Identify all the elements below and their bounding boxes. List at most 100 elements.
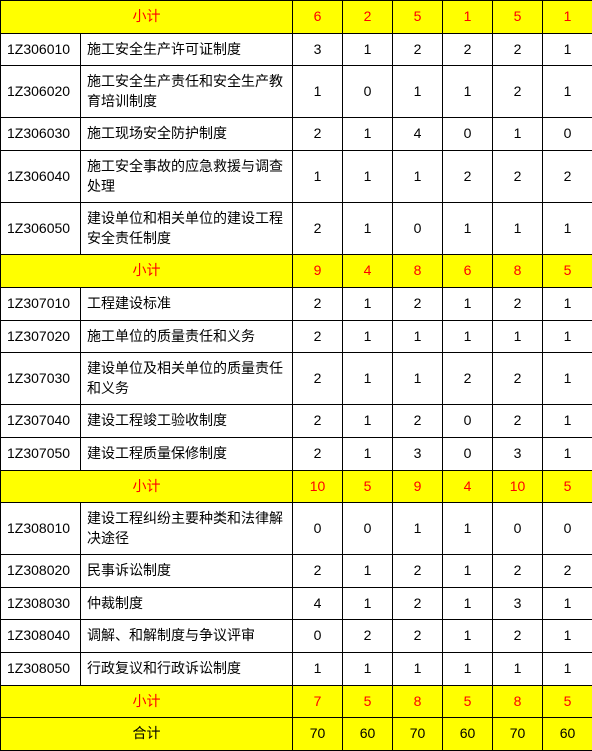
table-row: 1Z308030仲裁制度412131: [1, 587, 592, 620]
row-value: 2: [493, 555, 543, 588]
row-value: 2: [293, 320, 343, 353]
subtotal-value: 6: [443, 255, 493, 288]
subtotal-row: 小计10594105: [1, 470, 592, 503]
row-value: 1: [443, 653, 493, 686]
row-value: 0: [493, 503, 543, 555]
subtotal-value: 4: [443, 470, 493, 503]
row-value: 0: [393, 203, 443, 255]
row-name: 施工安全生产责任和安全生产教育培训制度: [81, 66, 293, 118]
grand-total-value: 70: [393, 718, 443, 751]
row-value: 4: [393, 118, 443, 151]
row-value: 1: [493, 203, 543, 255]
row-value: 1: [293, 66, 343, 118]
row-value: 2: [343, 620, 393, 653]
row-name: 施工单位的质量责任和义务: [81, 320, 293, 353]
row-value: 0: [443, 405, 493, 438]
row-value: 2: [443, 353, 493, 405]
row-code: 1Z307040: [1, 405, 81, 438]
subtotal-value: 10: [493, 470, 543, 503]
row-value: 2: [443, 150, 493, 202]
row-value: 1: [393, 503, 443, 555]
row-name: 行政复议和行政诉讼制度: [81, 653, 293, 686]
row-value: 0: [293, 503, 343, 555]
subtotal-row: 小计625151: [1, 1, 592, 34]
row-value: 2: [543, 150, 592, 202]
row-value: 3: [493, 587, 543, 620]
subtotal-value: 8: [493, 685, 543, 718]
row-value: 1: [443, 587, 493, 620]
grand-total-value: 60: [343, 718, 393, 751]
table-row: 1Z306010施工安全生产许可证制度312221: [1, 33, 592, 66]
row-value: 0: [343, 503, 393, 555]
subtotal-label: 小计: [1, 1, 293, 34]
subtotal-value: 5: [343, 470, 393, 503]
subtotal-value: 2: [343, 1, 393, 34]
row-name: 建设单位及相关单位的质量责任和义务: [81, 353, 293, 405]
row-value: 1: [543, 287, 592, 320]
row-value: 2: [393, 405, 443, 438]
row-value: 1: [543, 437, 592, 470]
row-value: 1: [343, 320, 393, 353]
row-value: 1: [543, 320, 592, 353]
row-value: 1: [543, 620, 592, 653]
row-value: 1: [343, 437, 393, 470]
row-name: 建设工程纠纷主要种类和法律解决途径: [81, 503, 293, 555]
row-value: 2: [493, 33, 543, 66]
subtotal-value: 5: [393, 1, 443, 34]
row-value: 1: [393, 150, 443, 202]
row-code: 1Z307030: [1, 353, 81, 405]
subtotal-value: 5: [543, 255, 592, 288]
row-value: 1: [393, 320, 443, 353]
row-value: 2: [293, 555, 343, 588]
table-row: 1Z308040调解、和解制度与争议评审022121: [1, 620, 592, 653]
table-row: 1Z308020民事诉讼制度212122: [1, 555, 592, 588]
subtotal-value: 10: [293, 470, 343, 503]
row-name: 施工安全事故的应急救援与调查处理: [81, 150, 293, 202]
subtotal-value: 8: [393, 685, 443, 718]
row-value: 1: [443, 555, 493, 588]
row-value: 1: [443, 320, 493, 353]
table-row: 1Z308050行政复议和行政诉讼制度111111: [1, 653, 592, 686]
row-code: 1Z307020: [1, 320, 81, 353]
grand-total-label: 合计: [1, 718, 293, 751]
row-value: 0: [543, 503, 592, 555]
row-value: 1: [543, 587, 592, 620]
row-value: 2: [293, 437, 343, 470]
table-row: 1Z306030施工现场安全防护制度214010: [1, 118, 592, 151]
row-value: 2: [393, 33, 443, 66]
row-value: 1: [493, 320, 543, 353]
subtotal-value: 5: [543, 685, 592, 718]
row-code: 1Z306050: [1, 203, 81, 255]
row-value: 0: [443, 118, 493, 151]
row-value: 1: [443, 66, 493, 118]
row-value: 1: [443, 287, 493, 320]
grand-total-value: 70: [493, 718, 543, 751]
row-name: 建设工程质量保修制度: [81, 437, 293, 470]
grand-total-row: 合计706070607060: [1, 718, 592, 751]
subtotal-row: 小计948685: [1, 255, 592, 288]
row-name: 施工现场安全防护制度: [81, 118, 293, 151]
row-value: 4: [293, 587, 343, 620]
subtotal-value: 4: [343, 255, 393, 288]
subtotal-value: 9: [393, 470, 443, 503]
row-value: 2: [493, 353, 543, 405]
row-value: 2: [293, 353, 343, 405]
row-value: 0: [543, 118, 592, 151]
subtotal-value: 5: [493, 1, 543, 34]
row-code: 1Z306040: [1, 150, 81, 202]
row-value: 2: [393, 287, 443, 320]
subtotal-value: 8: [393, 255, 443, 288]
row-value: 0: [293, 620, 343, 653]
subtotal-value: 7: [293, 685, 343, 718]
row-value: 2: [293, 203, 343, 255]
row-code: 1Z306020: [1, 66, 81, 118]
row-value: 1: [343, 353, 393, 405]
row-value: 1: [443, 203, 493, 255]
grand-total-value: 60: [443, 718, 493, 751]
row-name: 调解、和解制度与争议评审: [81, 620, 293, 653]
row-value: 1: [443, 620, 493, 653]
row-value: 1: [543, 66, 592, 118]
table-row: 1Z306040施工安全事故的应急救援与调查处理111222: [1, 150, 592, 202]
subtotal-value: 9: [293, 255, 343, 288]
row-value: 1: [393, 653, 443, 686]
